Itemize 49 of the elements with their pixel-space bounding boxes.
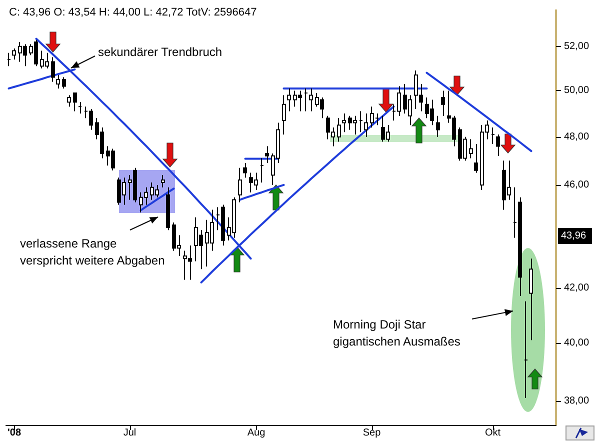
candlestick <box>342 113 346 133</box>
candlestick <box>73 92 77 112</box>
chart-title: C: 43,96 O: 43,54 H: 44,00 L: 42,72 TotV: 2596647 <box>9 6 257 18</box>
line-series <box>140 188 175 212</box>
candlestick <box>529 258 533 341</box>
candlestick <box>474 143 478 174</box>
candlestick <box>166 186 170 231</box>
candlestick <box>243 162 247 178</box>
candlestick <box>56 74 60 89</box>
y-tick-label: 48,00 <box>564 131 590 142</box>
annotation: Morning Doji Star gigantischen Ausmaßes <box>333 318 460 348</box>
candlestick <box>260 158 264 184</box>
candlestick <box>51 56 55 82</box>
x-tick-label: Sep <box>362 428 382 438</box>
candlestick <box>496 134 500 156</box>
x-tick-label: Okt <box>484 428 501 438</box>
x-tick-label: Jul <box>123 428 136 438</box>
annotation: sekundärer Trendbruch <box>98 45 222 59</box>
y-tick-label: 52,00 <box>564 40 590 52</box>
candlestick <box>7 52 11 67</box>
candlestick <box>359 110 363 133</box>
candlestick <box>337 118 341 142</box>
y-tick-label: 46,00 <box>564 179 590 190</box>
x-tick-label: Aug <box>247 428 266 438</box>
candlestick <box>265 146 269 164</box>
x-tick-label: '08 <box>7 428 22 438</box>
y-tick-label: 50,00 <box>564 85 590 96</box>
candlestick <box>524 300 528 398</box>
candlestick <box>161 174 165 188</box>
y-tick-label: 38,00 <box>564 395 590 406</box>
candlestick <box>304 88 308 112</box>
y-tick-label: 42,00 <box>564 282 590 294</box>
candlestick <box>238 167 242 203</box>
candlestick <box>62 76 66 89</box>
annotation: verlassene Range verspricht weitere Abgaben <box>20 236 165 268</box>
candlestick <box>491 126 495 144</box>
candlestick <box>469 138 473 159</box>
candlestick <box>309 88 313 112</box>
candlestick <box>67 94 71 108</box>
candlestick <box>282 94 286 135</box>
text: 43,96 <box>561 230 586 242</box>
candlestick <box>12 48 16 60</box>
candlestick <box>436 115 440 138</box>
candlestick <box>287 88 291 112</box>
candlestick <box>78 102 82 114</box>
candlestick <box>441 90 445 116</box>
line-series <box>426 72 532 152</box>
candlestick <box>364 113 368 138</box>
y-tick-label: 40,00 <box>564 337 590 348</box>
